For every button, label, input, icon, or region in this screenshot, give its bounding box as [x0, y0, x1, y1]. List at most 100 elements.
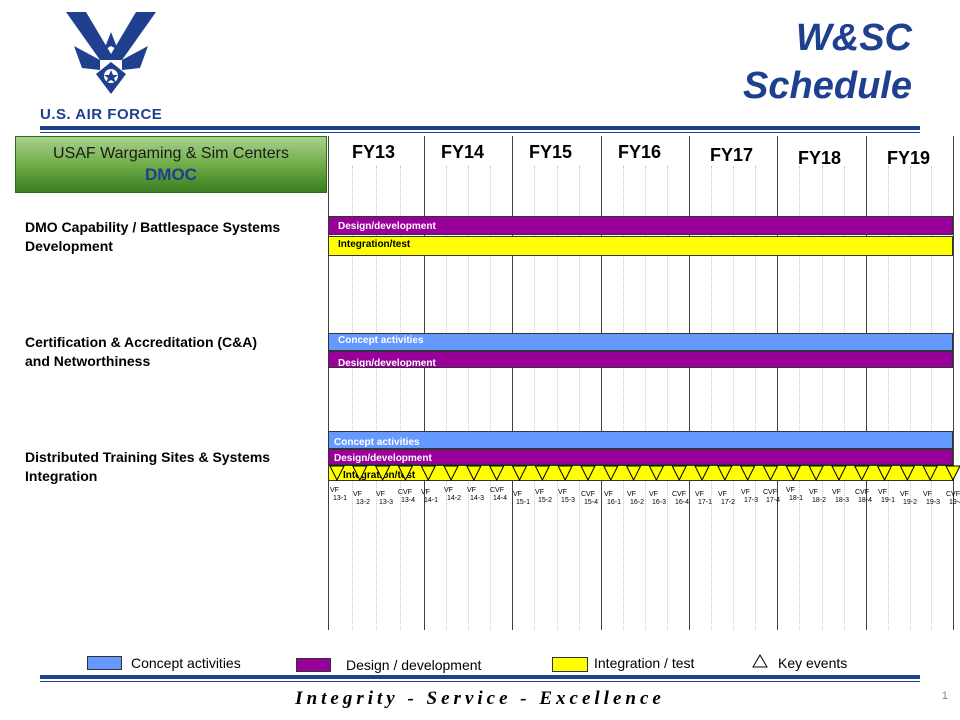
- key-event-triangle: [831, 465, 847, 482]
- key-event-label: VF 15-1: [513, 491, 530, 507]
- key-event-label: VF 19-3: [923, 491, 940, 507]
- key-event-label: VF 17-2: [718, 491, 735, 507]
- fy-header-fy14: FY14: [441, 142, 485, 162]
- quarter-divider-line: [400, 166, 401, 630]
- key-event-type: VF: [718, 491, 727, 498]
- key-event-id: 15-2: [538, 497, 553, 504]
- key-event-id: 14-1: [424, 497, 439, 504]
- quarter-divider-line: [755, 166, 756, 630]
- key-event-label: VF 19-2: [900, 491, 917, 507]
- section-label-line: Integration: [25, 468, 98, 484]
- quarter-divider-line: [623, 166, 624, 630]
- key-event-type: CVF: [398, 489, 412, 496]
- key-event-triangle: [694, 465, 710, 482]
- fy-header-fy13: FY13: [352, 142, 396, 162]
- key-event-id: 19-2: [903, 499, 918, 506]
- header-divider: [40, 126, 920, 130]
- key-event-type: VF: [330, 487, 339, 494]
- key-event-label: VF 13-2: [353, 491, 370, 507]
- key-event-id: 16-4: [675, 499, 690, 506]
- key-event-id: 18-4: [858, 497, 873, 504]
- footer-motto: Integrity - Service - Excellence: [295, 688, 665, 709]
- quarter-divider-line: [931, 166, 932, 630]
- bar-integration-test: Integration/test: [328, 236, 953, 256]
- key-event-label: VF 19-1: [878, 489, 895, 505]
- footer-divider-thin: [40, 681, 920, 682]
- org-title: USAF Wargaming & Sim Centers: [53, 145, 289, 162]
- footer-divider: [40, 675, 920, 679]
- key-event-triangle: [876, 465, 893, 482]
- key-event-type: VF: [467, 487, 476, 494]
- section-label-line: Certification & Accreditation (C&A): [25, 334, 258, 350]
- key-event-type: VF: [558, 489, 567, 496]
- key-event-triangle: [420, 465, 437, 482]
- section-label-line: DMO Capability / Battlespace Systems: [25, 219, 281, 235]
- key-event-type: VF: [421, 489, 430, 496]
- legend-label-design: Design / development: [346, 657, 482, 673]
- key-event-type: VF: [923, 491, 932, 498]
- quarter-divider-line: [667, 166, 668, 630]
- key-event-type: CVF: [490, 487, 504, 494]
- key-event-type: CVF: [855, 489, 869, 496]
- key-event-id: 13-2: [356, 499, 371, 506]
- key-event-id: 13-4: [401, 497, 416, 504]
- quarter-divider-line: [910, 166, 911, 630]
- key-event-label: VF 17-3: [741, 489, 758, 505]
- fy-divider-line: [689, 136, 690, 630]
- legend-swatch-design: [296, 658, 331, 672]
- key-event-id: 16-3: [652, 499, 667, 506]
- key-event-id: 14-4: [493, 495, 508, 502]
- bar-concept-activities: Concept activities: [328, 333, 953, 351]
- fy-divider-line: [953, 136, 954, 630]
- key-event-triangle: [739, 465, 756, 482]
- key-event-triangle: [511, 465, 528, 482]
- quarter-divider-line: [822, 166, 823, 630]
- key-event-triangle: [580, 465, 596, 482]
- bar-design-development: Design/development: [328, 216, 953, 235]
- key-event-id: 16-1: [607, 499, 622, 506]
- key-event-triangle: [785, 465, 802, 482]
- key-event-triangle: [329, 465, 345, 482]
- key-event-type: VF: [741, 489, 750, 496]
- fy-header-fy16: FY16: [618, 142, 662, 162]
- key-event-label: CVF 18-4: [855, 489, 872, 505]
- section-label-dmo-capability: DMO Capability / Battlespace Systems Dev…: [25, 218, 280, 256]
- quarter-divider-line: [376, 166, 377, 630]
- key-event-type: VF: [832, 489, 841, 496]
- key-event-type: VF: [695, 491, 704, 498]
- key-event-id: 13-1: [333, 495, 348, 502]
- key-event-id: 18-1: [789, 495, 804, 502]
- quarter-divider-line: [844, 166, 845, 630]
- key-event-triangle: [374, 465, 391, 482]
- quarter-divider-line: [799, 166, 800, 630]
- key-event-id: 17-4: [766, 497, 781, 504]
- key-event-id: 19-1: [881, 497, 896, 504]
- key-event-type: VF: [604, 491, 613, 498]
- key-event-triangle: [899, 465, 916, 482]
- legend-label-integration: Integration / test: [594, 655, 695, 671]
- key-event-id: 14-3: [470, 495, 485, 502]
- key-event-type: VF: [786, 487, 795, 494]
- key-event-triangle: [922, 465, 938, 482]
- quarter-divider-line: [645, 166, 646, 630]
- key-event-type: VF: [513, 491, 522, 498]
- key-event-type: VF: [649, 491, 658, 498]
- section-label-distributed-training: Distributed Training Sites & Systems Int…: [25, 448, 270, 486]
- section-label-cert-accreditation: Certification & Accreditation (C&A) and …: [25, 333, 257, 371]
- key-event-id: 18-2: [812, 497, 827, 504]
- key-event-label: CVF 13-4: [398, 489, 415, 505]
- key-event-triangle: [488, 465, 505, 482]
- page-number: 1: [941, 690, 948, 702]
- key-event-type: VF: [444, 487, 453, 494]
- key-event-label: VF 16-1: [604, 491, 621, 507]
- key-event-label: CVF 16-4: [672, 491, 689, 507]
- key-event-label: VF 18-1: [786, 487, 803, 503]
- key-event-id: 17-2: [721, 499, 736, 506]
- quarter-divider-line: [490, 166, 491, 630]
- key-event-type: VF: [878, 489, 887, 496]
- key-event-type: VF: [376, 491, 385, 498]
- key-event-triangle: [534, 465, 551, 482]
- key-event-label: VF 18-3: [832, 489, 849, 505]
- key-event-triangle: [352, 465, 368, 482]
